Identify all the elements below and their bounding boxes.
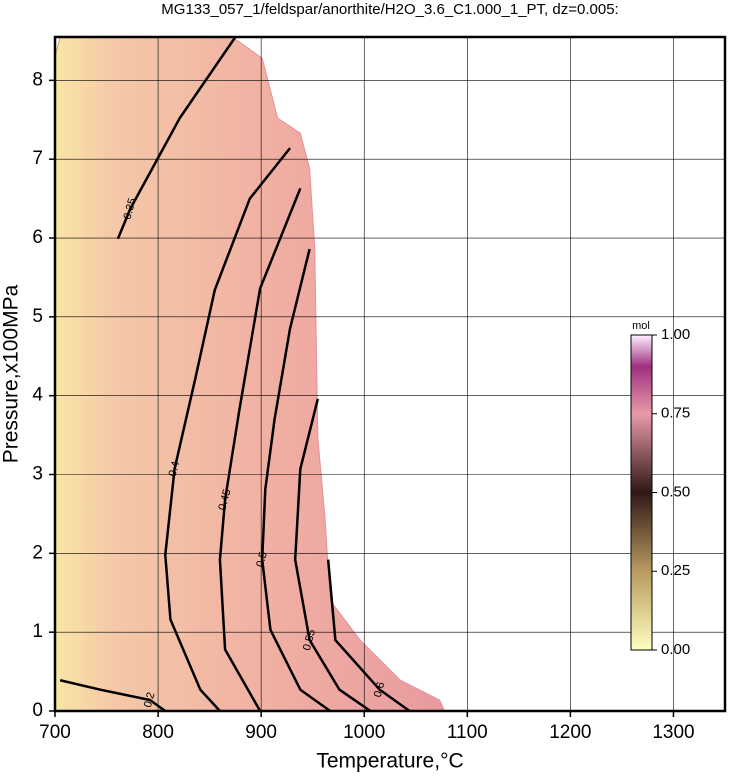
y-tick-label: 7 (32, 148, 43, 169)
y-tick-label: 4 (32, 385, 43, 406)
contour-label: 0.35 (122, 197, 139, 221)
colorbar (630, 334, 653, 651)
colorbar-tick-label: 0.50 (661, 483, 690, 500)
x-tick-label: 1100 (447, 722, 488, 743)
y-tick-label: 8 (32, 69, 43, 90)
contour-label: 0.45 (216, 488, 233, 512)
y-tick-label: 2 (32, 542, 43, 563)
x-tick-label: 800 (142, 722, 174, 743)
colorbar-tick-label: 0.00 (661, 641, 690, 658)
y-tick-label: 3 (32, 464, 43, 485)
contour-label: 0.4 (167, 460, 183, 478)
contour-line (164, 147, 291, 712)
contour-line (218, 187, 302, 712)
x-axis-label: Temperature,°C (316, 750, 463, 773)
contour-label: 0.55 (301, 628, 318, 652)
contour-label: 0.2 (142, 691, 158, 709)
contour-line (293, 398, 372, 713)
y-tick-label: 0 (32, 700, 43, 721)
colorbar-tick-label: 1.00 (661, 326, 690, 343)
contour-label: 0.6 (372, 681, 388, 699)
y-tick-label: 6 (32, 227, 43, 248)
contour-line (260, 248, 331, 713)
colorbar-tick-label: 0.25 (661, 562, 690, 579)
colorbar-label: mol (632, 320, 650, 332)
x-tick-label: 700 (39, 722, 71, 743)
y-tick-label: 1 (32, 621, 43, 642)
contour-line (116, 36, 237, 240)
stability-field (54, 36, 446, 712)
x-tick-label: 1000 (343, 722, 385, 743)
x-tick-label: 1200 (549, 722, 591, 743)
contour-line (326, 559, 411, 713)
chart-title: MG133_057_1/feldspar/anorthite/H2O_3.6_C… (161, 1, 618, 18)
y-tick-label: 5 (32, 306, 43, 327)
contour-label: 0.5 (254, 551, 270, 569)
x-tick-label: 1300 (652, 722, 694, 743)
contour-line (59, 679, 167, 713)
x-tick-label: 900 (245, 722, 277, 743)
colorbar-tick-label: 0.75 (661, 405, 690, 422)
plot-frame (53, 35, 727, 713)
y-axis-label: Pressure,x100MPa (0, 284, 23, 463)
